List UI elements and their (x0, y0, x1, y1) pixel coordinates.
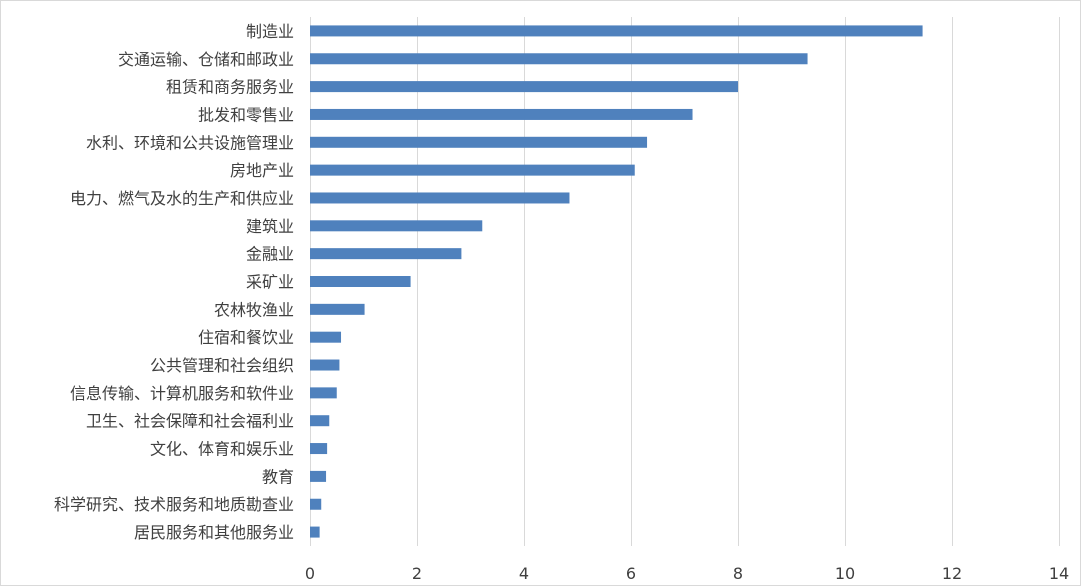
category-labels: 制造业交通运输、仓储和邮政业租赁和商务服务业批发和零售业水利、环境和公共设施管理… (54, 22, 294, 542)
bar (310, 498, 322, 510)
bar (310, 53, 808, 65)
category-label: 租赁和商务服务业 (166, 78, 294, 97)
bar (310, 331, 342, 343)
bar (310, 248, 462, 260)
category-label: 科学研究、技术服务和地质勘查业 (54, 495, 294, 514)
category-label: 金融业 (246, 245, 294, 264)
bar (310, 81, 738, 93)
category-label: 卫生、社会保障和社会福利业 (86, 412, 294, 431)
bar (310, 108, 693, 120)
x-tick-label: 6 (626, 564, 636, 583)
category-label: 制造业 (246, 22, 294, 41)
category-label: 教育 (262, 467, 294, 486)
category-label: 公共管理和社会组织 (150, 356, 294, 375)
bar (310, 526, 320, 538)
bar (310, 443, 328, 455)
bar (310, 136, 648, 148)
bar (310, 220, 483, 232)
category-label: 信息传输、计算机服务和软件业 (70, 384, 294, 403)
category-label: 文化、体育和娱乐业 (150, 440, 294, 459)
bar (310, 276, 411, 287)
bar (310, 164, 635, 176)
x-tick-labels: 0 2 4 6 8 10 12 14 (305, 564, 1069, 583)
bar (310, 192, 570, 204)
x-tick-label: 2 (412, 564, 422, 583)
bar (310, 470, 327, 482)
x-tick-label: 14 (1049, 564, 1069, 583)
bar (310, 387, 337, 399)
bar (310, 25, 923, 37)
category-label: 建筑业 (246, 217, 294, 236)
category-label: 采矿业 (246, 273, 294, 292)
category-label: 居民服务和其他服务业 (134, 523, 294, 542)
grid-lines (310, 17, 1060, 546)
category-label: 水利、环境和公共设施管理业 (86, 133, 294, 152)
bars (310, 25, 923, 538)
category-label: 交通运输、仓储和邮政业 (118, 50, 294, 69)
category-label: 房地产业 (230, 161, 294, 180)
bar (310, 303, 365, 315)
x-tick-label: 8 (733, 564, 743, 583)
category-label: 批发和零售业 (198, 105, 294, 124)
bar (310, 415, 330, 427)
x-tick-label: 4 (519, 564, 529, 583)
category-label: 住宿和餐饮业 (198, 328, 294, 347)
category-label: 农林牧渔业 (214, 300, 294, 319)
x-tick-label: 10 (835, 564, 855, 583)
x-tick-label: 0 (305, 564, 315, 583)
category-label: 电力、燃气及水的生产和供应业 (70, 189, 294, 208)
x-tick-label: 12 (942, 564, 962, 583)
bar (310, 359, 340, 371)
